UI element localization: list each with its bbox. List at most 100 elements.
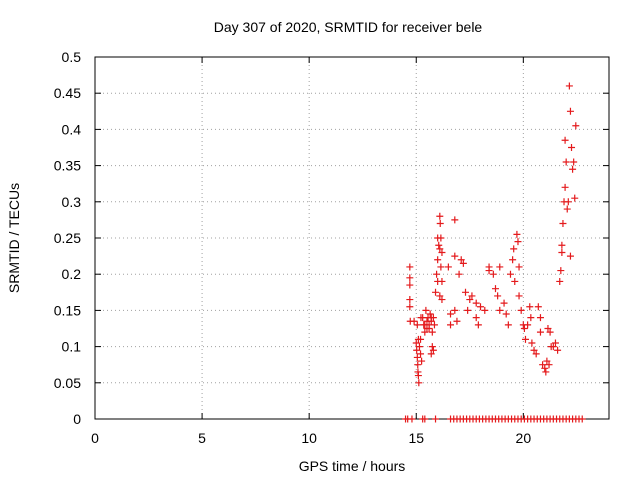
data-point (569, 165, 577, 173)
data-point (556, 277, 564, 285)
data-point (457, 256, 465, 264)
data-point (542, 368, 550, 376)
data-point (428, 328, 436, 336)
data-point (549, 343, 557, 351)
data-point (468, 292, 476, 300)
data-point (432, 415, 440, 423)
data-point (500, 299, 508, 307)
data-point (425, 325, 433, 332)
data-point (462, 288, 470, 296)
y-tick-label: 0.25 (54, 230, 81, 246)
y-tick-label: 0.3 (62, 194, 82, 210)
data-point (434, 256, 442, 264)
x-tick-label: 5 (198, 430, 206, 446)
data-point (436, 245, 444, 253)
y-tick-label: 0 (73, 411, 81, 427)
x-tick-label: 20 (516, 430, 532, 446)
data-point (502, 310, 510, 318)
data-point (532, 350, 540, 358)
data-point (453, 317, 461, 325)
data-point (534, 303, 542, 311)
y-tick-label: 0.5 (62, 49, 82, 65)
data-point (412, 339, 420, 347)
data-point (417, 335, 425, 343)
y-axis-label: SRMTID / TECUs (6, 183, 22, 293)
data-point (415, 343, 423, 351)
data-point (428, 343, 436, 351)
data-point (517, 306, 525, 314)
data-point (554, 346, 562, 354)
data-point (561, 136, 569, 144)
data-point (563, 205, 571, 213)
data-point (426, 310, 434, 318)
data-point (558, 248, 566, 256)
data-point (406, 303, 414, 311)
data-point (423, 317, 431, 325)
data-point (506, 270, 514, 278)
data-point (410, 317, 418, 325)
data-point (565, 82, 573, 90)
data-point (427, 314, 435, 322)
data-point (447, 321, 455, 329)
axis-ticks (94, 56, 609, 420)
data-point (515, 292, 523, 300)
data-point (557, 267, 565, 275)
y-tick-label: 0.2 (62, 266, 82, 282)
data-point (438, 248, 446, 256)
data-point (561, 183, 569, 191)
data-point (530, 346, 538, 354)
data-point (514, 238, 522, 246)
data-point (564, 198, 572, 206)
data-point (406, 274, 414, 282)
data-point (545, 361, 553, 369)
y-tick-label: 0.15 (54, 302, 81, 318)
data-point (481, 306, 489, 314)
data-point (466, 296, 474, 304)
data-point (489, 270, 497, 278)
data-point (496, 263, 504, 271)
data-point (477, 303, 484, 311)
data-point (438, 296, 446, 304)
data-point (451, 216, 459, 224)
data-point (539, 361, 547, 369)
y-tick-label: 0.1 (62, 339, 82, 355)
data-point (491, 285, 499, 293)
data-point (422, 306, 430, 314)
data-point (406, 263, 414, 271)
data-point (572, 122, 580, 130)
data-point (406, 296, 414, 304)
data-point (430, 321, 438, 329)
x-tick-label: 15 (408, 430, 424, 446)
data-point (406, 281, 414, 289)
data-point (434, 277, 442, 285)
data-point (455, 270, 463, 278)
data-point (536, 314, 544, 322)
data-point (433, 270, 441, 278)
chart-title: Day 307 of 2020, SRMTID for receiver bel… (214, 19, 483, 35)
data-point (408, 415, 416, 423)
data-point (414, 372, 422, 380)
data-point (474, 321, 482, 329)
data-point (551, 339, 559, 347)
data-point (472, 299, 480, 307)
y-tick-label: 0.45 (54, 85, 81, 101)
data-point (515, 263, 523, 271)
y-tick-label: 0.4 (62, 121, 82, 137)
data-point (413, 321, 421, 329)
data-point (432, 288, 440, 296)
data-point (578, 415, 586, 423)
data-point (414, 361, 422, 369)
data-point (451, 306, 459, 314)
data-point (415, 379, 423, 387)
data-point (510, 245, 518, 253)
data-point (436, 292, 444, 300)
data-point (418, 357, 426, 365)
data-point (421, 321, 429, 329)
x-tick-label: 0 (91, 430, 99, 446)
data-point (526, 303, 534, 311)
data-point (543, 357, 551, 365)
y-tick-label: 0.35 (54, 158, 81, 174)
data-point (536, 328, 544, 336)
